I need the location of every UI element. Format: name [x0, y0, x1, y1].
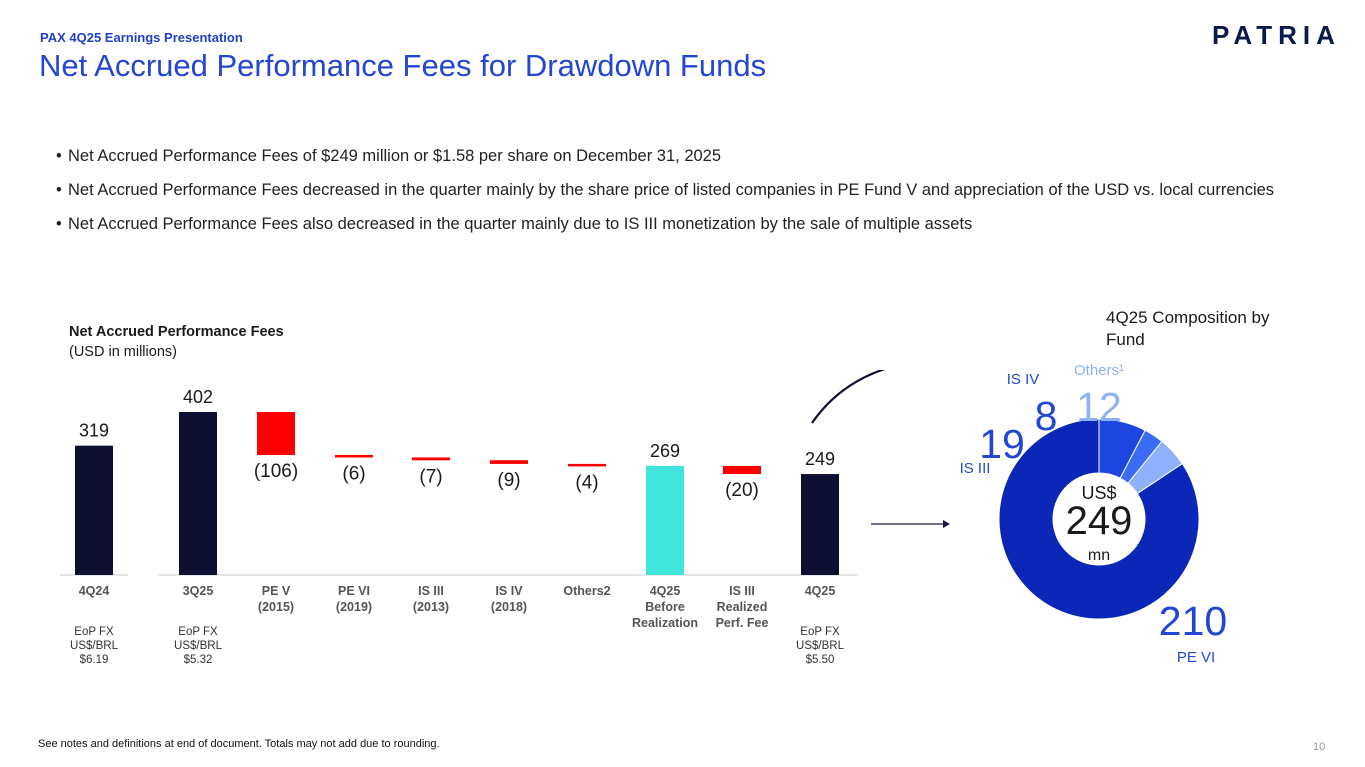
donut-center-value: 249 [1066, 499, 1133, 543]
slice-value-label: 12 [1076, 384, 1122, 430]
category-tick-label: IS III [729, 584, 755, 598]
slice-value-label: 19 [979, 421, 1025, 467]
bar-value-label: (9) [497, 470, 520, 491]
waterfall-bar [257, 412, 295, 455]
slice-name-label: IS III [960, 460, 991, 477]
fx-note-value: $5.32 [183, 654, 213, 666]
bullet-item: Net Accrued Performance Fees decreased i… [56, 177, 1286, 203]
category-tick-label: (2015) [258, 600, 294, 614]
page-number: 10 [1313, 741, 1326, 753]
waterfall-title: Net Accrued Performance Fees [69, 324, 284, 340]
waterfall-bar [646, 465, 684, 575]
category-tick-label: IS IV [495, 584, 523, 598]
waterfall-subtitle: (USD in millions) [69, 344, 177, 360]
category-tick-label: IS III [418, 584, 444, 598]
category-tick-label: (2019) [336, 600, 372, 614]
category-tick-label: 3Q25 [183, 584, 214, 598]
category-tick-label: 4Q25 [650, 584, 681, 598]
fx-note-label: EoP FX [178, 626, 218, 638]
bar-value-label: (7) [419, 466, 442, 487]
bullet-list: Net Accrued Performance Fees of $249 mil… [56, 143, 1286, 245]
fx-note: EoP FX US$/BRL $6.19 [59, 625, 129, 667]
category-tick-label: Realized [717, 600, 768, 614]
fx-note-label: EoP FX [800, 626, 840, 638]
category-tick-label: 4Q25 [805, 584, 836, 598]
slice-name-label: PE VI [1177, 649, 1215, 666]
donut-title: 4Q25 Composition by Fund [1106, 308, 1270, 349]
fx-note-label: US$/BRL [70, 640, 118, 652]
bar-value-label: 402 [183, 387, 213, 407]
slice-name-label: Others¹ [1074, 362, 1124, 379]
waterfall-bar [723, 465, 761, 475]
fx-note: EoP FX US$/BRL $5.50 [785, 625, 855, 667]
category-tick-label: PE VI [338, 584, 370, 598]
curved-arrow [811, 370, 886, 424]
category-tick-label: Realization [632, 616, 698, 630]
bar-value-label: (20) [725, 480, 759, 501]
presentation-kicker: PAX 4Q25 Earnings Presentation [40, 30, 243, 45]
slice-value-label: 210 [1159, 598, 1227, 644]
bar-value-label: (106) [254, 461, 298, 482]
fx-note-label: EoP FX [74, 626, 114, 638]
donut-slice [1127, 440, 1183, 495]
bar-value-label: 319 [79, 421, 109, 441]
donut-center-currency: US$ [1081, 483, 1116, 503]
category-tick-label: (2013) [413, 600, 449, 614]
waterfall-bar [801, 474, 839, 575]
fx-note: EoP FX US$/BRL $5.32 [163, 625, 233, 667]
donut-slice [998, 418, 1200, 620]
category-tick-label: Others2 [563, 584, 610, 598]
category-tick-label: (2018) [491, 600, 527, 614]
category-tick-label: 4Q24 [79, 584, 110, 598]
donut-center-unit: mn [1088, 547, 1110, 564]
bar-value-label: 249 [805, 449, 835, 469]
fx-note-value: $5.50 [805, 654, 835, 666]
bar-value-label: (6) [342, 463, 365, 484]
waterfall-bar [568, 463, 606, 467]
fx-note-label: US$/BRL [796, 640, 844, 652]
page-title: Net Accrued Performance Fees for Drawdow… [39, 48, 767, 83]
footnote: See notes and definitions at end of docu… [38, 738, 440, 750]
fx-note-label: US$/BRL [174, 640, 222, 652]
connector-arrow-head [943, 520, 950, 528]
slice-value-label: 8 [1035, 393, 1058, 439]
waterfall-chart: 319 4Q24 402 3Q25 (106) PE V (2015) (6) PE VI (20… [60, 370, 950, 630]
bar-value-label: (4) [575, 472, 598, 493]
category-tick-label: PE V [262, 584, 291, 598]
waterfall-bar [179, 412, 217, 575]
fx-note-value: $6.19 [79, 654, 109, 666]
slice-name-label: IS IV [1007, 371, 1040, 388]
bullet-item: Net Accrued Performance Fees of $249 mil… [56, 143, 1286, 169]
waterfall-bar [75, 445, 113, 575]
category-tick-label: Before [645, 600, 685, 614]
waterfall-bar [412, 457, 450, 461]
patria-logo: PATRIA [1212, 20, 1341, 50]
waterfall-bar [335, 454, 373, 458]
waterfall-bar [490, 460, 528, 464]
bullet-item: Net Accrued Performance Fees also decrea… [56, 211, 1286, 237]
category-tick-label: Perf. Fee [716, 616, 769, 630]
bar-value-label: 269 [650, 441, 680, 461]
